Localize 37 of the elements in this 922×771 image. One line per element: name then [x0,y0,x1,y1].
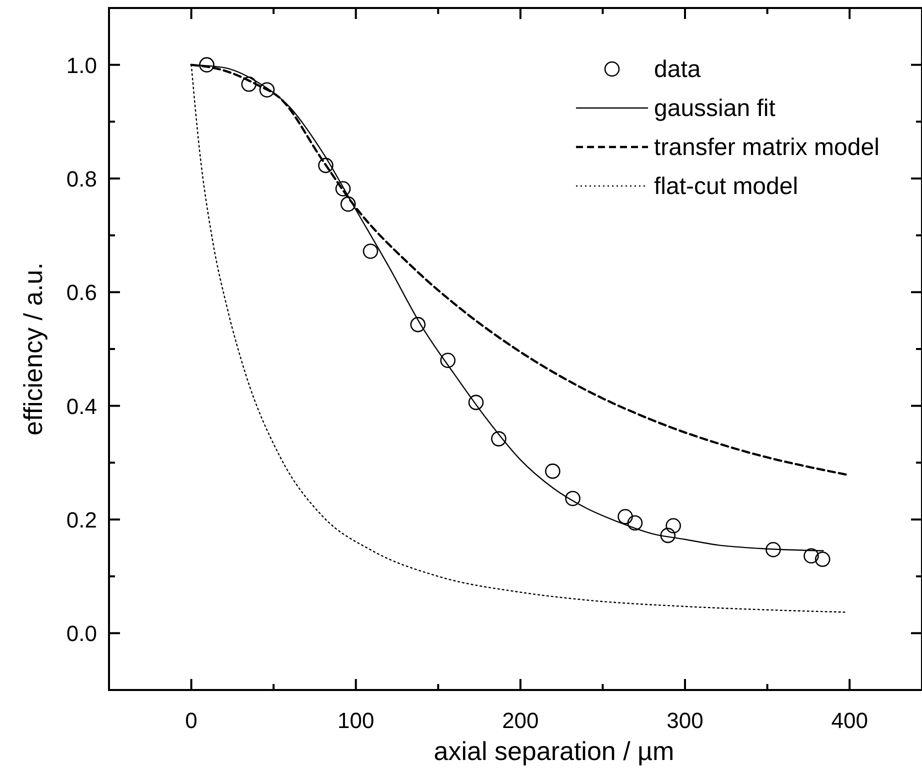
legend-label: transfer matrix model [654,134,880,161]
y-axis-title: efficiency / a.u. [18,262,48,436]
point [627,515,643,531]
point [545,464,560,479]
point [440,352,456,368]
legend-label: gaussian fit [654,95,776,122]
point [814,552,830,567]
point [259,82,275,98]
x-tick-label: 400 [831,708,868,733]
y-tick-label: 0.4 [66,394,97,419]
y-tick-label: 1.0 [66,52,97,78]
x-tick-label: 0 [185,708,198,733]
point [565,490,580,506]
point [318,158,334,174]
point [766,542,781,558]
point [340,196,356,212]
x-tick-label: 300 [666,708,704,733]
point [468,394,484,410]
point [804,548,819,564]
point [199,57,214,72]
y-tick-label: 0.2 [66,508,97,532]
point [618,509,633,524]
point [241,76,257,92]
x-tick-label: 200 [502,708,539,733]
point [491,431,506,446]
x-tick-label: 100 [338,708,374,733]
point [410,316,426,332]
legend-label: flat-cut model [654,173,798,200]
point [335,181,351,196]
y-tick-label: 0.6 [66,280,97,306]
y-tick-label: 0.0 [66,621,97,646]
point [362,244,378,259]
point [660,528,676,544]
point [666,518,681,534]
y-tick-label: 0.8 [66,166,97,192]
x-axis-title: axial separation / µm [434,736,674,766]
legend-label: data [654,56,702,83]
